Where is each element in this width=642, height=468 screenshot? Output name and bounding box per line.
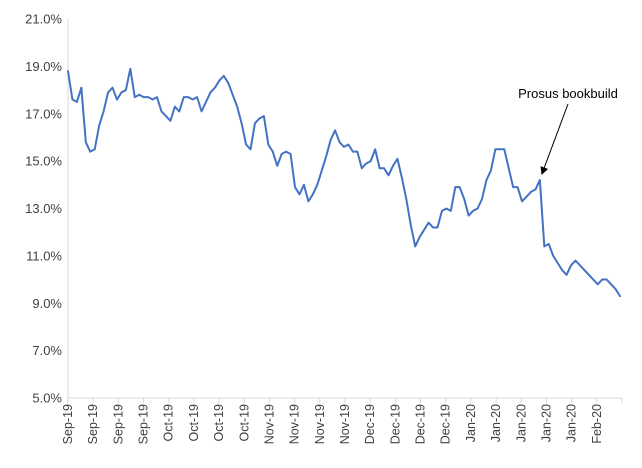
x-tick-label: Oct-19 bbox=[162, 404, 176, 442]
x-tick-label: Dec-19 bbox=[414, 404, 428, 444]
x-tick-label: Feb-20 bbox=[590, 404, 604, 444]
x-tick-label: Dec-19 bbox=[439, 404, 453, 444]
x-tick-label: Jan-20 bbox=[539, 404, 553, 442]
x-tick-label: Jan-20 bbox=[464, 404, 478, 442]
x-tick-label: Sep-19 bbox=[111, 404, 125, 444]
y-tick-label: 13.0% bbox=[25, 201, 62, 216]
y-tick-label: 5.0% bbox=[32, 391, 62, 406]
x-axis: Sep-19 Sep-19 Sep-19 Sep-19 Oct-19 Oct-19 Oct-… bbox=[61, 397, 623, 444]
annotation-group: Prosus bookbuild bbox=[518, 86, 618, 176]
series-group bbox=[67, 67, 621, 298]
y-tick-label: 19.0% bbox=[25, 59, 62, 74]
annotation-arrow bbox=[540, 103, 569, 176]
x-tick-label: Jan-20 bbox=[489, 404, 503, 442]
x-tick-label: Nov-19 bbox=[288, 404, 302, 444]
y-tick-label: 11.0% bbox=[26, 248, 62, 263]
series-line bbox=[67, 67, 621, 298]
x-tick-label: Jan-20 bbox=[514, 404, 528, 442]
x-tick-label: Oct-19 bbox=[212, 404, 226, 442]
y-axis: 5.0% 7.0% 9.0% 11.0% 13.0% 15.0% 17.0% 19.0% 21.… bbox=[25, 12, 69, 406]
x-tick-label: Nov-19 bbox=[313, 404, 327, 444]
x-tick-label: Sep-19 bbox=[61, 404, 75, 444]
y-tick-label: 15.0% bbox=[25, 154, 62, 169]
y-tick-label: 21.0% bbox=[25, 12, 62, 27]
y-tick-label: 7.0% bbox=[32, 343, 62, 358]
annotation-label: Prosus bookbuild bbox=[518, 86, 618, 101]
x-tick-label: Nov-19 bbox=[338, 404, 352, 444]
x-tick-label: Dec-19 bbox=[388, 404, 402, 444]
x-tick-label: Sep-19 bbox=[137, 404, 151, 444]
x-tick-label: Dec-19 bbox=[363, 404, 377, 444]
x-tick-label: Jan-20 bbox=[565, 404, 579, 442]
y-tick-label: 17.0% bbox=[25, 106, 62, 121]
y-tick-label: 9.0% bbox=[32, 296, 62, 311]
x-tick-label: Oct-19 bbox=[187, 404, 201, 442]
x-tick-label: Nov-19 bbox=[262, 404, 276, 444]
x-tick-label: Sep-19 bbox=[86, 404, 100, 444]
x-tick-label: Oct-19 bbox=[237, 404, 251, 442]
